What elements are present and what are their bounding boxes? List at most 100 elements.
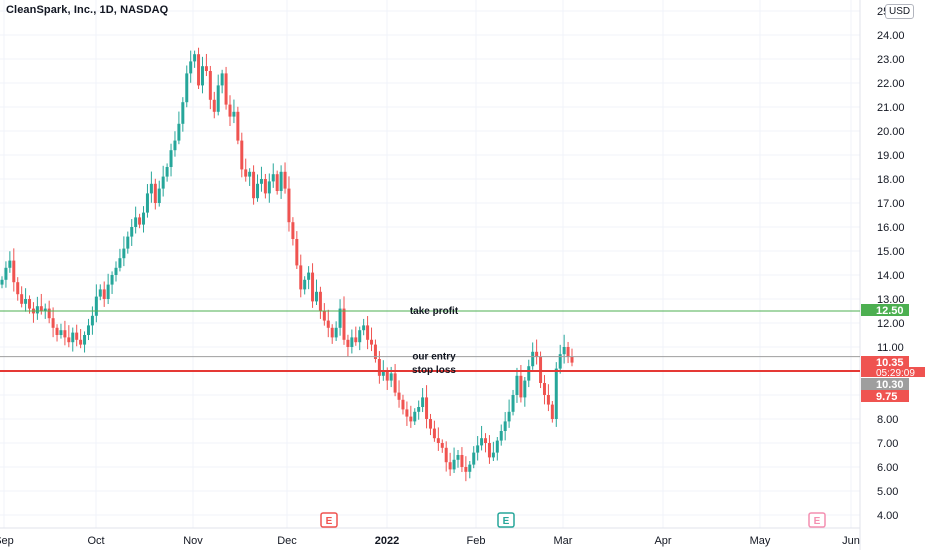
candle-body xyxy=(523,380,527,398)
candle-body xyxy=(452,459,456,470)
candle-body xyxy=(142,212,146,225)
candle-body xyxy=(157,188,161,203)
candle-body xyxy=(173,140,177,151)
candle-body xyxy=(299,265,303,290)
candle-body xyxy=(102,289,106,299)
currency-button[interactable]: USD xyxy=(885,4,915,19)
candle-body xyxy=(342,308,346,340)
candle-body xyxy=(432,428,436,439)
price-tag xyxy=(861,390,909,402)
candle-body xyxy=(314,291,318,302)
price-tick-label: 21.00 xyxy=(877,102,905,114)
candle-body xyxy=(236,111,240,141)
candle-body xyxy=(86,325,90,335)
candle-body xyxy=(491,452,495,458)
candle-body xyxy=(228,104,232,117)
candle-body xyxy=(169,150,173,167)
price-tag-label: 05:29:09 xyxy=(876,368,915,379)
price-tick-label: 12.00 xyxy=(877,318,905,330)
candle-body xyxy=(55,327,59,335)
candle-body xyxy=(71,332,75,343)
candle-body xyxy=(185,73,189,103)
candle-body xyxy=(35,306,39,314)
price-tick-label: 20.00 xyxy=(877,126,905,138)
candle-body xyxy=(401,399,405,410)
candle-body xyxy=(468,464,472,472)
earnings-event-marker[interactable] xyxy=(808,512,826,528)
time-tick-label: Dec xyxy=(277,535,297,547)
symbol-title: CleanSpark, Inc., 1D, NASDAQ xyxy=(6,4,169,16)
price-tag xyxy=(861,356,909,368)
price-tick-label: 17.00 xyxy=(877,198,905,210)
horizontal-lines[interactable]: take profit our entry stop loss xyxy=(0,306,860,376)
price-tick-label: 14.00 xyxy=(877,270,905,282)
candle-body xyxy=(271,174,275,182)
candle-body xyxy=(0,279,4,285)
candle-body xyxy=(307,272,311,280)
time-tick-label: Apr xyxy=(654,535,671,547)
price-tick-label: 6.00 xyxy=(877,462,898,474)
candle-body xyxy=(79,339,83,345)
candle-body xyxy=(75,332,79,340)
candle-body xyxy=(224,73,228,105)
candle-body xyxy=(193,54,197,62)
candle-body xyxy=(291,222,295,239)
candle-body xyxy=(39,306,43,311)
candle-body xyxy=(448,462,452,470)
candle-body xyxy=(546,395,550,405)
candle-body xyxy=(197,54,201,86)
candle-body xyxy=(126,236,130,249)
candle-body xyxy=(334,327,338,338)
horizontal-line-label: take profit xyxy=(410,306,459,317)
candle-body xyxy=(330,327,334,338)
time-tick-label: Sep xyxy=(0,535,14,547)
price-axis[interactable]: 4.005.006.007.008.009.0010.0011.0012.001… xyxy=(877,6,905,522)
candle-body xyxy=(83,335,87,345)
candle-body xyxy=(248,171,252,177)
grid-lines xyxy=(0,0,860,528)
candle-body xyxy=(354,337,358,343)
candle-body xyxy=(480,438,484,446)
price-tick-label: 8.00 xyxy=(877,414,898,426)
candle-body xyxy=(16,282,20,295)
earnings-event-label: E xyxy=(814,516,821,527)
candle-body xyxy=(440,443,444,448)
candle-body xyxy=(425,397,429,419)
candle-body xyxy=(385,371,389,381)
price-tag-label: 12.50 xyxy=(876,305,904,317)
time-axis[interactable]: Sep Oct Nov Dec 2022 Feb Mar Apr May Jun xyxy=(0,535,860,547)
candle-body xyxy=(287,188,291,223)
candle-body xyxy=(204,66,208,71)
candle-body xyxy=(350,337,354,347)
earnings-event-marker[interactable] xyxy=(497,512,515,528)
candle-body xyxy=(515,375,519,395)
candle-body xyxy=(570,356,574,363)
candle-body xyxy=(377,359,381,376)
candle-body xyxy=(562,347,566,355)
plot-area[interactable] xyxy=(0,0,860,528)
earnings-event-marker[interactable] xyxy=(320,512,338,528)
candle-body xyxy=(322,311,326,321)
candle-body xyxy=(98,289,102,297)
candle-body xyxy=(130,227,134,237)
earnings-event-label: E xyxy=(503,516,510,527)
candle-body xyxy=(456,455,460,460)
candle-body xyxy=(279,171,283,191)
candle-body xyxy=(216,85,220,112)
candle-body xyxy=(428,419,432,429)
candle-body xyxy=(460,455,464,467)
candle-body xyxy=(200,66,204,86)
price-tick-label: 13.00 xyxy=(877,294,905,306)
candle-body xyxy=(539,356,543,383)
candle-body xyxy=(8,260,12,268)
candle-body xyxy=(535,351,539,357)
candle-body xyxy=(366,325,370,340)
candle-body xyxy=(59,330,63,335)
candle-body xyxy=(283,171,287,189)
candle-body xyxy=(472,452,476,465)
candle-body xyxy=(208,71,212,100)
price-tag-label: 10.30 xyxy=(876,379,904,391)
